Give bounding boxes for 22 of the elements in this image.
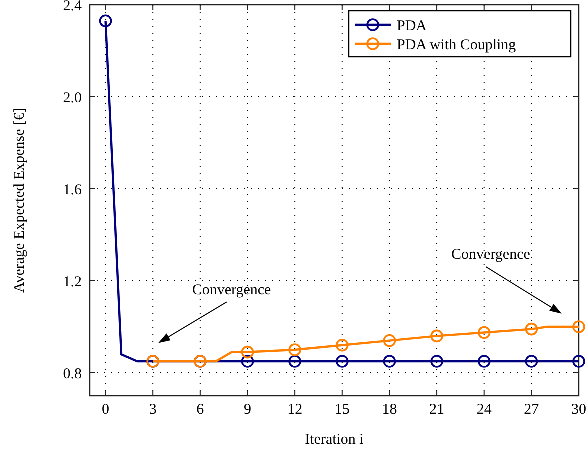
x-tick-label: 0 bbox=[102, 402, 110, 418]
x-tick-label: 9 bbox=[244, 402, 252, 418]
x-axis-title: Iteration i bbox=[305, 432, 364, 448]
annotation: Convergence bbox=[452, 247, 531, 264]
x-tick-label: 24 bbox=[476, 402, 492, 418]
x-tick-label: 15 bbox=[334, 402, 350, 418]
x-tick-label: 3 bbox=[149, 402, 157, 418]
x-tick-label: 30 bbox=[572, 402, 586, 418]
annotation: Convergence bbox=[192, 282, 272, 298]
legend-label: PDA with Coupling bbox=[397, 37, 517, 54]
x-tick-label: 27 bbox=[524, 402, 540, 418]
x-tick-label: 18 bbox=[382, 402, 398, 418]
legend-label: PDA bbox=[397, 18, 428, 34]
x-tick-label: 12 bbox=[288, 402, 303, 418]
x-tick-label: 21 bbox=[430, 402, 445, 418]
y-tick-label: 1.6 bbox=[63, 182, 82, 198]
y-tick-label: 0.8 bbox=[63, 366, 82, 382]
x-tick-label: 6 bbox=[196, 402, 205, 418]
y-tick-label: 2.0 bbox=[63, 90, 82, 106]
y-tick-label: 1.2 bbox=[63, 274, 82, 290]
y-tick-label: 2.4 bbox=[63, 0, 82, 14]
y-axis-title: Average Expected Expense [€] bbox=[12, 108, 28, 294]
